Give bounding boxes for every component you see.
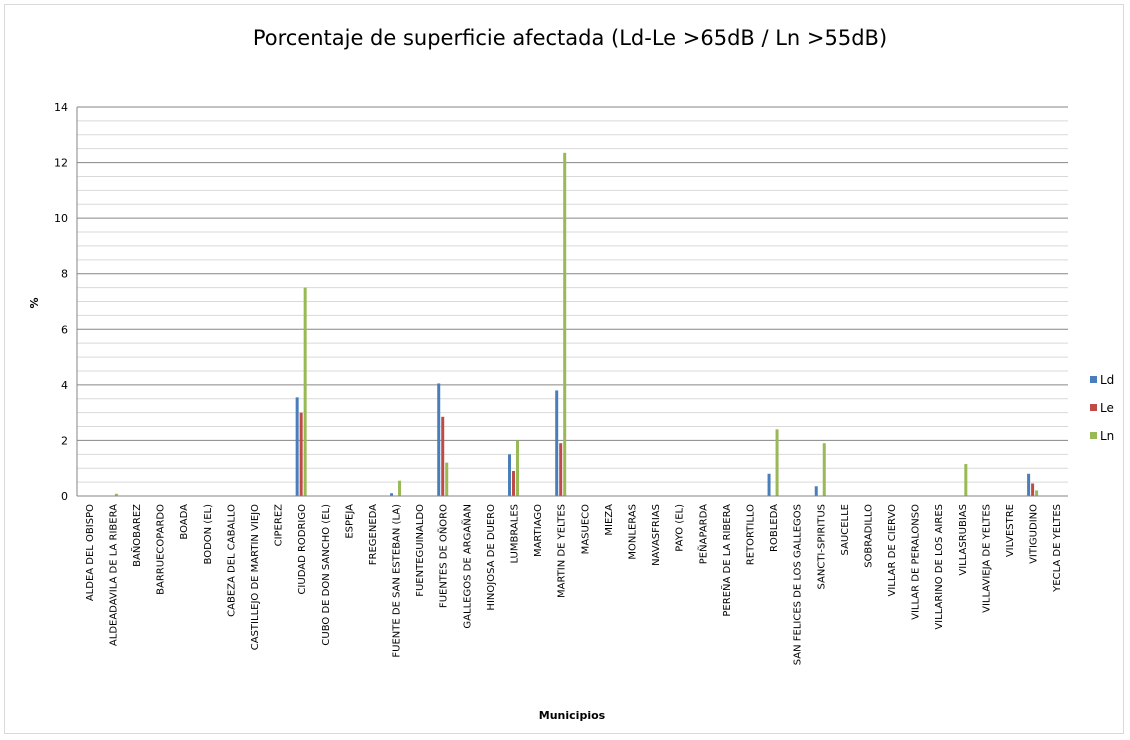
x-category-label: SANCTI-SPIRITUS <box>816 504 827 590</box>
x-category-label: VILLAR DE PERALONSO <box>911 504 922 620</box>
y-tick-label: 12 <box>54 157 68 170</box>
y-tick-label: 6 <box>61 323 68 336</box>
x-category-label: ROBLEDA <box>769 504 780 552</box>
x-category-label: NAVASFRIAS <box>651 504 662 566</box>
x-category-label: CASTILLEJO DE MARTIN VIEJO <box>250 504 261 650</box>
bar-ln <box>516 440 520 496</box>
bar-ld <box>814 486 818 496</box>
bar-le <box>559 443 563 496</box>
x-category-label: FREGENEDA <box>368 504 379 565</box>
bar-ld <box>1027 473 1031 496</box>
gridlines <box>77 106 1068 497</box>
bar-ln <box>1035 490 1039 496</box>
bar-ln <box>303 287 307 496</box>
x-category-label: PEÑAPARDA <box>696 504 709 564</box>
x-category-label: SOBRADILLO <box>863 504 874 568</box>
bar-ld <box>437 383 441 496</box>
x-category-label: PAYO (EL) <box>675 504 686 552</box>
x-axis-categories: ALDEA DEL OBISPO ALDEADAVILA DE LA RIBERA… <box>85 504 1063 665</box>
x-category-label: CABEZA DEL CABALLO <box>226 504 237 617</box>
bar-ld <box>555 390 559 496</box>
y-axis-ticks: 0 2 4 6 8 10 12 14 <box>54 101 68 503</box>
x-category-label: ALDEA DEL OBISPO <box>85 504 96 601</box>
y-axis-label: % <box>28 297 41 308</box>
x-category-label: PEREÑA DE LA RIBERA <box>720 504 733 617</box>
x-axis-label: Municipios <box>539 709 606 722</box>
y-tick-label: 8 <box>61 268 68 281</box>
bar-ln <box>114 493 118 496</box>
x-category-label: BARRUECOPARDO <box>156 504 167 595</box>
bar-ln <box>445 462 449 496</box>
x-category-label: VILLAR DE CIERVO <box>887 504 898 597</box>
x-category-label: ALDEADAVILA DE LA RIBERA <box>108 504 119 646</box>
x-category-label: BODON (EL) <box>203 504 214 565</box>
legend: Ld Le Ln <box>1090 373 1114 443</box>
x-category-label: VILVESTRE <box>1005 504 1016 557</box>
legend-label-le: Le <box>1100 401 1114 415</box>
x-category-label: MARTIAGO <box>533 504 544 557</box>
bar-ln <box>822 443 826 496</box>
bar-ln <box>563 152 567 496</box>
bar-ld <box>767 473 771 496</box>
bar-ld <box>508 454 512 496</box>
bar-le <box>441 416 445 496</box>
x-category-label: BOADA <box>179 504 190 540</box>
x-category-label: CIPEREZ <box>274 504 285 547</box>
bar-ld <box>295 397 299 496</box>
x-category-label: MASUECO <box>580 504 591 554</box>
x-category-label: BAÑOBAREZ <box>130 504 143 567</box>
x-category-label: VILLAVIEJA DE YELTES <box>981 504 992 613</box>
bar-ld <box>390 493 394 496</box>
bar-ln <box>964 464 968 496</box>
y-tick-label: 10 <box>54 212 68 225</box>
x-category-label: VILLARINO DE LOS AIRES <box>934 504 945 630</box>
x-category-label: LUMBRALES <box>510 504 521 564</box>
x-category-label: MARTIN DE YELTES <box>557 504 568 598</box>
x-category-label: CIUDAD RODRIGO <box>297 504 308 595</box>
legend-label-ln: Ln <box>1100 429 1114 443</box>
x-category-label: ESPEJA <box>344 504 355 539</box>
x-category-label: GALLEGOS DE ARGAÑAN <box>460 504 473 629</box>
x-category-label: RETORTILLO <box>745 504 756 565</box>
bar-ln <box>775 429 779 496</box>
bar-le <box>299 412 303 496</box>
y-tick-label: 0 <box>61 490 68 503</box>
x-category-label: FUENTEGUINALDO <box>415 504 426 597</box>
x-category-label: VITIGUDINO <box>1029 504 1040 564</box>
x-category-label: SAUCELLE <box>840 504 851 555</box>
x-category-label: FUENTE DE SAN ESTEBAN (LA) <box>392 504 403 658</box>
legend-swatch-le <box>1090 404 1097 411</box>
y-tick-label: 4 <box>61 379 68 392</box>
bars <box>114 152 1039 496</box>
x-category-label: SAN FELICES DE LOS GALLEGOS <box>793 504 804 665</box>
legend-swatch-ln <box>1090 432 1097 439</box>
x-category-label: MIEZA <box>604 504 615 536</box>
x-category-label: CUBO DE DON SANCHO (EL) <box>321 504 332 646</box>
bar-ln <box>398 480 402 496</box>
x-category-label: HINOJOSA DE DUERO <box>486 504 497 611</box>
x-category-label: YECLA DE YELTES <box>1052 504 1063 593</box>
y-tick-label: 2 <box>61 434 68 447</box>
x-category-label: FUENTES DE OÑORO <box>437 504 450 608</box>
bar-le <box>512 470 516 496</box>
bar-le <box>1031 483 1035 496</box>
legend-swatch-ld <box>1090 376 1097 383</box>
legend-label-ld: Ld <box>1100 373 1114 387</box>
x-category-label: VILLASRUBIAS <box>958 504 969 576</box>
x-category-label: MONLERAS <box>627 504 638 560</box>
chart-title: Porcentaje de superficie afectada (Ld-Le… <box>253 26 887 50</box>
y-tick-label: 14 <box>54 101 68 114</box>
